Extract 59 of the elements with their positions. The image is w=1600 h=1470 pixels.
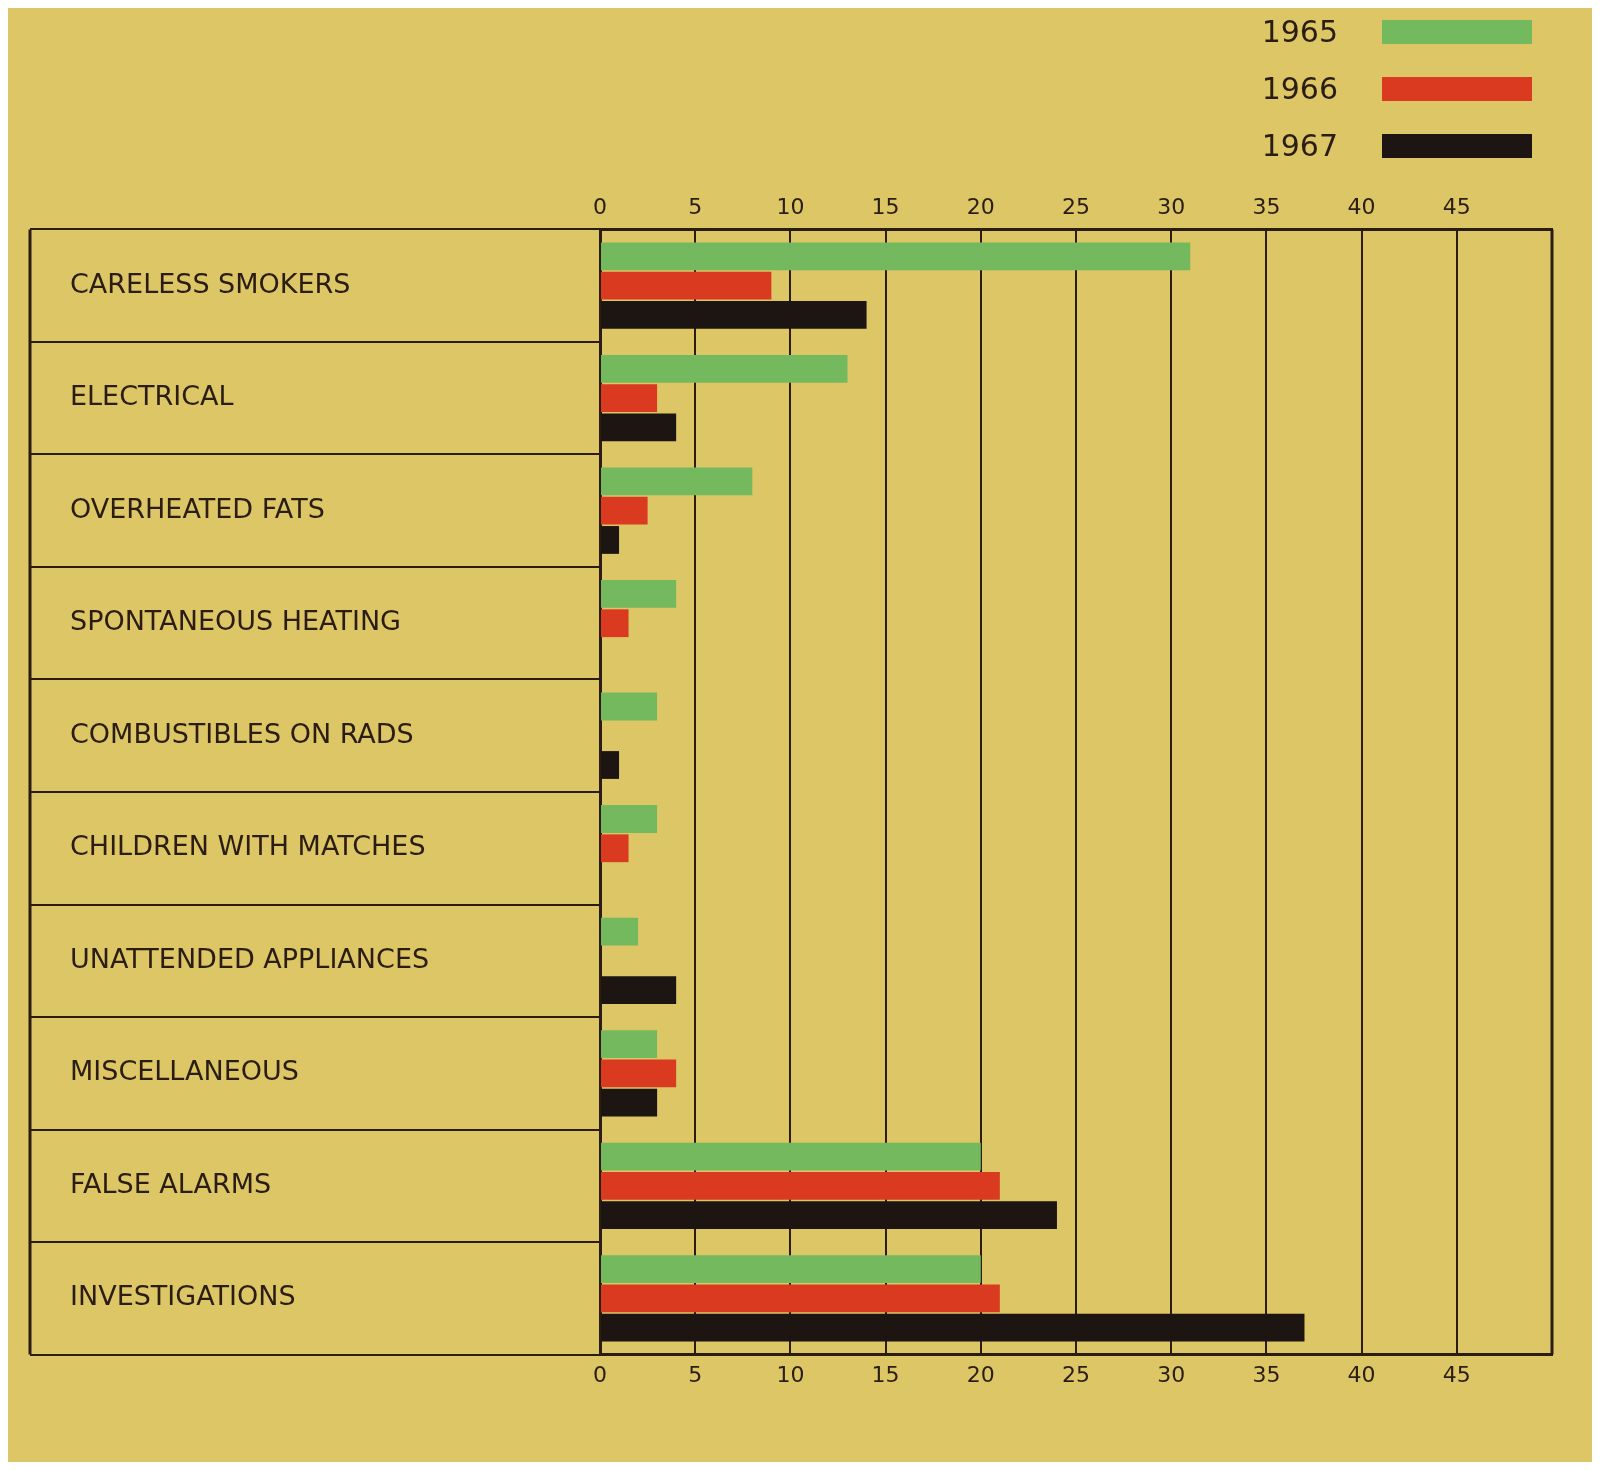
x-tick-label: 25 — [1062, 193, 1090, 219]
x2-tick-label: 30 — [1157, 1361, 1186, 1387]
x-tick-label: 35 — [1252, 193, 1281, 219]
bar — [601, 271, 772, 300]
bar — [601, 917, 639, 946]
bar — [601, 526, 620, 554]
y-tick-label: UNATTENDED APPLIANCES — [70, 942, 430, 974]
x-tick-label: 20 — [966, 193, 995, 219]
y-tick-label: INVESTIGATIONS — [70, 1280, 296, 1312]
x-tick-label: 0 — [593, 193, 607, 219]
x2-tick-label: 15 — [871, 1361, 900, 1387]
bar — [601, 242, 1191, 271]
bar — [601, 301, 867, 329]
y-tick-label: MISCELLANEOUS — [70, 1055, 299, 1087]
y-tick-label: CARELESS SMOKERS — [70, 267, 351, 299]
x2-tick-label: 0 — [593, 1361, 607, 1387]
bar — [601, 834, 629, 863]
x-tick-label: 5 — [688, 193, 703, 219]
y-tick-label: OVERHEATED FATS — [70, 492, 325, 524]
y-tick-label: SPONTANEOUS HEATING — [70, 605, 402, 637]
x2-tick-label: 25 — [1062, 1361, 1090, 1387]
bar — [601, 1171, 1000, 1200]
y-tick-label: FALSE ALARMS — [70, 1167, 272, 1199]
x2-tick-label: 45 — [1442, 1361, 1471, 1387]
x2-tick-label: 5 — [688, 1361, 703, 1387]
x-tick-label: 15 — [871, 193, 900, 219]
x-tick-label: 45 — [1442, 193, 1471, 219]
bar — [601, 1059, 677, 1088]
x2-tick-label: 10 — [776, 1361, 805, 1387]
bar — [601, 1201, 1057, 1229]
bar — [601, 1313, 1305, 1342]
bar — [601, 1284, 1000, 1313]
legend-label: 1966 — [1261, 71, 1338, 106]
bar — [601, 1088, 658, 1117]
x2-tick-label: 35 — [1252, 1361, 1281, 1387]
x-tick-label: 10 — [776, 193, 805, 219]
bar — [601, 692, 658, 721]
y-tick-label: ELECTRICAL — [70, 380, 234, 412]
bar — [601, 976, 677, 1004]
bar — [601, 496, 648, 525]
bar — [601, 384, 658, 413]
bar — [601, 413, 677, 442]
x2-tick-label: 20 — [966, 1361, 995, 1387]
y-tick-label: CHILDREN WITH MATCHES — [70, 830, 426, 862]
bar — [601, 1255, 981, 1283]
bar — [601, 609, 629, 638]
x-tick-label: 40 — [1347, 193, 1376, 219]
bar — [601, 1030, 658, 1058]
bar — [601, 467, 753, 496]
bar — [601, 751, 620, 779]
bar — [601, 805, 658, 833]
x-tick-label: 30 — [1157, 193, 1186, 219]
bar — [601, 580, 677, 608]
legend-label: 1965 — [1261, 14, 1338, 49]
legend-label: 1967 — [1261, 128, 1338, 163]
bar — [601, 1142, 981, 1171]
x2-tick-label: 40 — [1347, 1361, 1376, 1387]
y-tick-label: COMBUSTIBLES ON RADS — [70, 717, 414, 749]
bar — [601, 355, 848, 383]
